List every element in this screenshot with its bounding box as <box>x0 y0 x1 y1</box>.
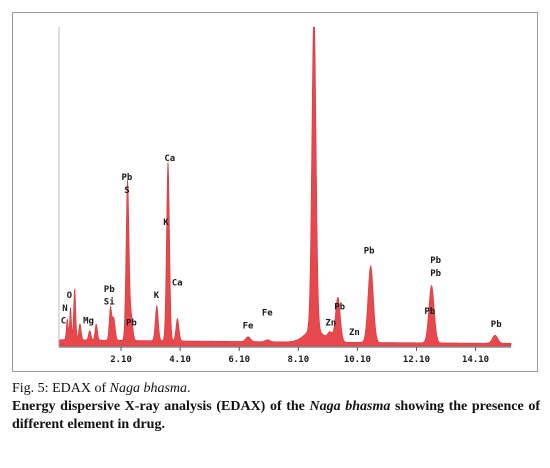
figure-title-label: Fig. 5: EDAX of <box>12 381 110 396</box>
x-tick-label: 12.10 <box>403 355 430 365</box>
peak-label-ca: Ca <box>164 154 175 164</box>
peak-label-o: O <box>67 291 73 301</box>
peak-label-ca: Ca <box>172 278 183 288</box>
peak-label-pb: Pb <box>122 173 133 183</box>
figure-description-start: Energy dispersive X-ray analysis (EDAX) … <box>12 399 310 414</box>
edax-spectrum-chart: 2.10 4.10 6.10 8.10 10.10 12.10 14.10 CNO Mg Pb S… <box>58 26 512 365</box>
figure-title-end: . <box>187 381 191 396</box>
peak-label-pb: Pb <box>430 269 441 279</box>
peak-label-si: Si <box>104 297 115 308</box>
peak-label-pb: Pb <box>334 302 345 312</box>
peak-label-pb: Pb <box>364 246 375 256</box>
peak-label-k: K <box>163 218 169 228</box>
x-tick-label: 6.10 <box>228 355 250 365</box>
figure-title-italic: Naga bhasma <box>109 381 188 396</box>
figure-frame: 2.10 4.10 6.10 8.10 10.10 12.10 14.10 C N O Mg Pb S… <box>12 12 538 372</box>
figure-description-italic: Naga bhasma <box>309 399 391 414</box>
peak-label-fe: Fe <box>262 309 273 319</box>
peak-label-pb: Pb <box>430 256 441 266</box>
peak-label-pb: Pb <box>104 285 115 295</box>
peak-label-zn: Zn <box>325 318 336 328</box>
peak-label-s: S <box>124 186 129 196</box>
spectrum-series <box>58 26 512 347</box>
peak-label-c: C <box>61 317 66 327</box>
peak-label-zn: Zn <box>349 328 360 338</box>
peak-label-pb: Pb <box>491 320 502 330</box>
x-tick-label: 10.10 <box>344 355 371 365</box>
figure-caption: Fig. 5: EDAX of Naga bhasma. Energy disp… <box>12 380 540 434</box>
figure-description-end: showing the presence of different elemen… <box>12 399 540 432</box>
peak-label-k: K <box>154 291 160 301</box>
figure-description: Energy dispersive X-ray analysis (EDAX) … <box>12 398 540 434</box>
figure-title: Fig. 5: EDAX of Naga bhasma. <box>12 380 540 398</box>
peak-label-n: N <box>62 304 67 314</box>
peak-label-mg: Mg <box>83 317 94 327</box>
x-tick-label: 2.10 <box>110 355 132 365</box>
peak-label-pb: Pb <box>424 307 435 317</box>
peak-label-pb: Pb <box>126 318 137 328</box>
x-tick-label: 4.10 <box>169 355 191 365</box>
peak-label-fe: Fe <box>243 321 254 331</box>
x-tick-label: 14.10 <box>462 355 489 365</box>
x-tick-label: 8.10 <box>287 355 309 365</box>
